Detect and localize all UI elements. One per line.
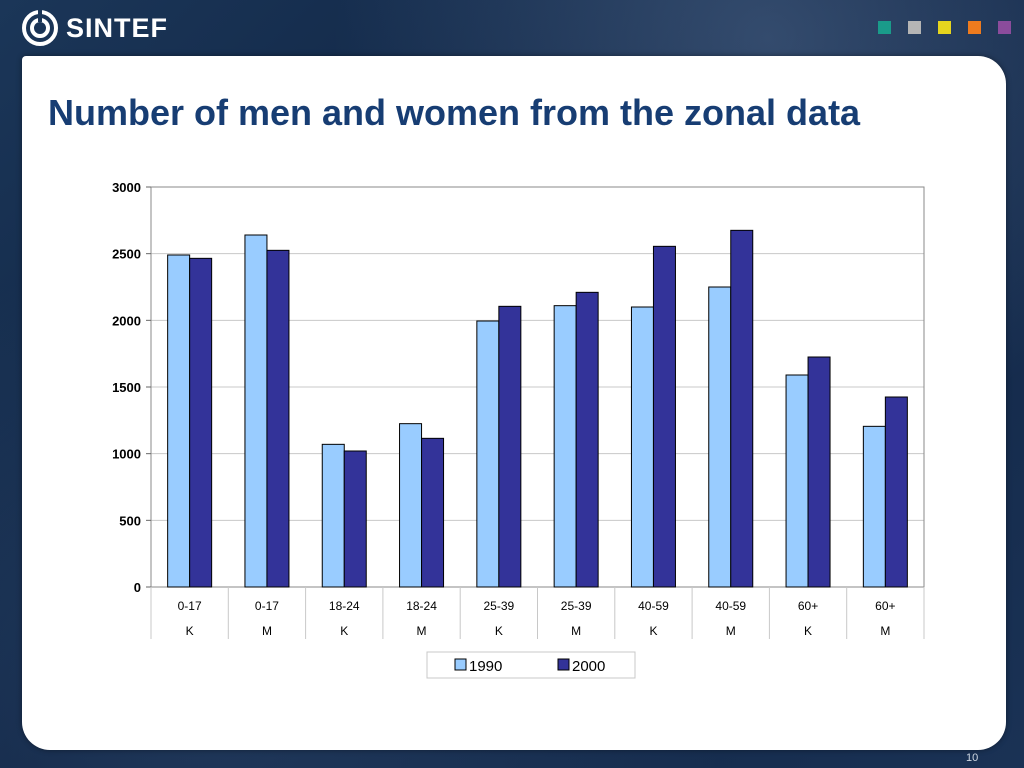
bar-1990 [321, 443, 345, 588]
bar-2000 [421, 437, 445, 588]
x-tick-label-sex: M [417, 624, 427, 638]
y-tick-label: 1000 [112, 447, 141, 462]
bar-2000 [575, 291, 599, 588]
sintef-logo: SINTEF [22, 9, 168, 47]
legend: 1990 2000 [426, 651, 636, 679]
bar-1990 [167, 254, 191, 588]
y-tick-label: 0 [134, 580, 141, 595]
bar-2000 [807, 356, 831, 588]
x-tick-label-age: 0-17 [255, 599, 279, 613]
legend-swatch-2000 [557, 658, 570, 671]
x-tick-label-age: 18-24 [329, 599, 360, 613]
y-tick-label: 3000 [112, 180, 141, 195]
bar-1990 [630, 306, 654, 588]
color-square [998, 21, 1011, 34]
x-tick-label-sex: M [726, 624, 736, 638]
x-tick-label-sex: M [880, 624, 890, 638]
x-tick-label-sex: K [804, 624, 812, 638]
bar-2000 [884, 396, 908, 588]
bar-2000 [189, 257, 213, 588]
y-tick-label: 2000 [112, 313, 141, 328]
x-tick-label-age: 25-39 [483, 599, 514, 613]
bar-1990 [476, 320, 500, 588]
x-tick-label-age: 40-59 [638, 599, 669, 613]
x-tick-label-age: 40-59 [715, 599, 746, 613]
x-tick-label-sex: K [649, 624, 657, 638]
slide-title: Number of men and women from the zonal d… [48, 92, 861, 133]
bar-2000 [498, 305, 522, 588]
x-tick-label-age: 60+ [875, 599, 895, 613]
bar-1990 [399, 423, 423, 588]
legend-label-2000: 2000 [572, 658, 605, 675]
bar-2000 [730, 229, 754, 588]
x-tick-label-age: 0-17 [178, 599, 202, 613]
x-tick-label-sex: K [186, 624, 194, 638]
legend-label-1990: 1990 [469, 658, 502, 675]
header-color-squares [878, 21, 1011, 34]
bar-1990 [708, 286, 732, 588]
x-tick-label-age: 18-24 [406, 599, 437, 613]
logo-text: SINTEF [66, 12, 169, 43]
sintef-logo-icon [22, 10, 58, 46]
bar-2000 [343, 450, 367, 588]
x-tick-label-sex: M [571, 624, 581, 638]
bar-1990 [862, 425, 886, 588]
y-tick-label: 1500 [112, 380, 141, 395]
y-tick-label: 2500 [112, 247, 141, 262]
bar-2000 [266, 249, 290, 588]
x-tick-label-sex: M [262, 624, 272, 638]
color-square [878, 21, 891, 34]
legend-swatch-1990 [454, 658, 467, 671]
x-tick-label-age: 60+ [798, 599, 818, 613]
color-square [938, 21, 951, 34]
color-square [968, 21, 981, 34]
x-tick-label-sex: K [340, 624, 348, 638]
x-tick-label-age: 25-39 [561, 599, 592, 613]
bar-1990 [785, 374, 809, 588]
y-tick-label: 500 [119, 513, 141, 528]
x-tick-label-sex: K [495, 624, 503, 638]
color-square [908, 21, 921, 34]
bar-2000 [652, 245, 676, 588]
page-number: 10 [966, 752, 979, 764]
bar-1990 [244, 234, 268, 588]
bar-1990 [553, 305, 577, 588]
